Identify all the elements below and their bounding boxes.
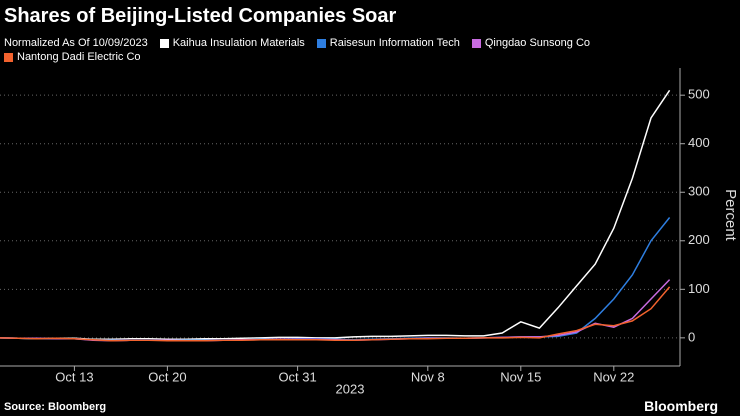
y-tick-label: 0 (688, 329, 695, 344)
x-tick-label: Oct 31 (278, 369, 316, 384)
legend-label: Raisesun Information Tech (329, 37, 460, 49)
legend: Normalized As Of 10/09/2023 Kaihua Insul… (4, 37, 684, 63)
x-tick-label: Nov 15 (500, 369, 541, 384)
x-tick-label: Oct 20 (148, 369, 186, 384)
x-tick-label: Nov 8 (411, 369, 445, 384)
y-tick-label: 100 (688, 281, 710, 296)
series-line (0, 286, 671, 342)
y-axis-label: Percent (722, 189, 739, 242)
y-tick-label: 500 (688, 87, 710, 102)
brand: Bloomberg (644, 398, 718, 414)
x-group-label: 2023 (336, 381, 365, 396)
legend-item: Nantong Dadi Electric Co (4, 51, 141, 63)
legend-label: Kaihua Insulation Materials (172, 37, 305, 49)
legend-label: Nantong Dadi Electric Co (17, 51, 141, 63)
legend-swatch (4, 52, 13, 62)
source: Source: Bloomberg (4, 401, 107, 413)
series-line (0, 217, 671, 342)
legend-item: Qingdao Sunsong Co (471, 37, 591, 49)
y-tick-label: 400 (688, 135, 710, 150)
x-tick-label: Oct 13 (55, 369, 93, 384)
x-tick-label: Nov 22 (593, 369, 634, 384)
subtitle: Normalized As Of 10/09/2023 (4, 37, 148, 49)
y-tick-label: 300 (688, 184, 710, 199)
legend-swatch (316, 38, 326, 48)
y-tick-label: 200 (688, 232, 710, 247)
legend-label: Qingdao Sunsong Co (484, 37, 591, 49)
legend-swatch (159, 38, 169, 48)
legend-item: Raisesun Information Tech (316, 37, 460, 49)
legend-item: Kaihua Insulation Materials (159, 37, 305, 49)
chart-title: Shares of Beijing-Listed Companies Soar (4, 5, 397, 27)
series-line (0, 89, 671, 341)
legend-swatch (471, 38, 481, 48)
